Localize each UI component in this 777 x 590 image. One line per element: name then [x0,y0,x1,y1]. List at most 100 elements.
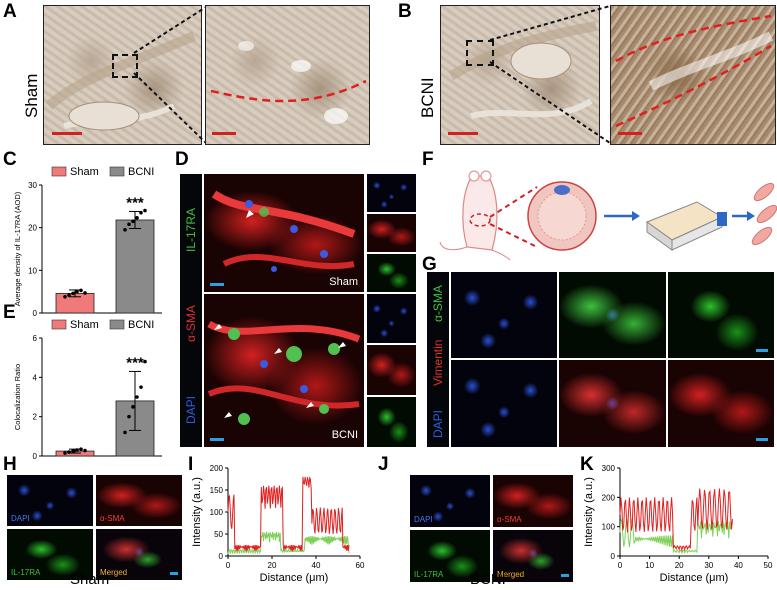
h-dapi-label: DAPI [11,514,30,523]
y-axis-label: Colocalization Ratio [13,364,22,430]
data-point [79,447,83,451]
data-point [131,219,135,224]
data-point [139,385,143,389]
panel-label-d: D [175,149,189,170]
sham-row-label: Sham [22,73,41,118]
bcni-merged-image: BCNI [204,294,364,447]
x-axis-label: Distance (μm) [660,572,729,584]
j-group-label: BCNI [470,571,506,588]
sham-merged-image: Sham [204,174,364,292]
g-dapi-bottom [451,360,557,447]
data-point [79,288,83,293]
j-il17ra: IL-17RA [410,530,490,582]
scale-bar [618,132,642,135]
x-axis-label: Distance (μm) [260,572,329,584]
scale-bar [210,283,224,286]
panel-label-h: H [3,454,17,475]
scale-bar [170,572,178,575]
y-tick-label: 4 [33,373,38,382]
j-il17ra-label: IL-17RA [414,570,444,579]
data-point [143,359,147,364]
data-point [135,216,139,220]
scale-bar [448,132,478,135]
legend-label: BCNI [128,319,154,331]
data-point [71,449,75,453]
y-axis-label: Intensity (a.u.) [191,477,203,547]
bcni-dapi-thumb [367,294,416,343]
y-tick-label: 0 [219,552,224,561]
data-point [139,210,143,215]
data-point [143,208,147,213]
h-merged-label: Merged [100,568,128,577]
legend-swatch [109,319,125,330]
g-dapi-top [451,272,557,358]
cell-culture-schematic [439,170,777,261]
panel-g-stain-legend: α-SMA Vimentin DAPI [427,272,449,447]
y-tick-label: 0 [33,309,38,318]
zoom-lines-b [489,5,611,144]
panel-label-b: B [398,1,412,22]
asma-label: α-SMA [184,305,198,342]
j-dapi: DAPI [410,475,490,527]
legend-label: BCNI [128,166,154,178]
scale-bar [561,574,569,577]
x-tick-label: 20 [268,561,277,570]
panel-label-e: E [3,302,16,323]
y-tick-label: 20 [28,224,37,233]
y-tick-label: 300 [602,464,616,473]
data-point [127,222,131,227]
j-dapi-label: DAPI [414,515,433,524]
h-group-label: Sham [70,571,110,588]
sham-zoom-image [205,5,370,145]
x-tick-label: 0 [226,561,231,570]
h-il17ra-label: IL-17RA [11,568,41,577]
x-tick-label: 50 [764,561,773,570]
significance-marker: *** [126,354,144,371]
data-point [67,293,71,297]
sham-overview-image [43,5,202,145]
data-point [75,289,79,294]
g-vimentin [668,360,774,447]
zoom-lines-a [133,6,207,144]
g-merged-top [559,272,666,358]
x-tick-label: 60 [356,561,365,570]
il17ra-label: IL-17RA [184,207,198,252]
series-green-line [619,517,733,555]
y-tick-label: 50 [214,530,223,539]
sham-asma-thumb [367,214,416,252]
data-point [83,448,87,453]
h-asma-label: α-SMA [100,514,125,523]
j-merged: Merged [493,530,573,582]
h-dapi: DAPI [7,475,93,526]
bcni-overview-image [440,5,600,145]
y-tick-label: 200 [602,493,616,502]
legend-swatch [109,166,125,177]
sham-image-label: Sham [329,276,358,288]
panel-label-k: K [580,454,594,475]
x-tick-label: 40 [312,561,321,570]
series-red-line [227,475,350,552]
bcni-zoom-image [610,5,776,145]
chart-e: Sham BCNI 0 2 4 6 Colocalization Ratio *** [13,319,162,461]
bar [115,219,155,314]
panel-label-f: F [422,149,434,170]
data-point [67,450,71,454]
scale-bar [756,349,768,352]
scale-bar [210,438,224,441]
bcni-il17ra-thumb [367,397,416,447]
data-point [131,405,135,409]
data-point [63,451,67,455]
legend-label: Sham [70,166,99,178]
data-point [75,448,79,452]
g-asma [668,272,774,358]
data-point [63,294,67,299]
x-tick-label: 30 [704,561,713,570]
series-red-line [619,488,733,552]
panel-label-i: I [188,454,194,475]
panel-d-stain-legend: IL-17RA α-SMA DAPI [180,174,202,447]
chart-i: 0 50 100 150 200 0 20 40 60 Distance (μm) Intensit… [191,464,365,584]
chart-c: Sham BCNI 0 10 20 30 Average density of IL-17R… [13,166,162,318]
y-tick-label: 0 [611,552,616,561]
y-tick-label: 10 [28,266,37,275]
j-asma-label: α-SMA [497,515,522,524]
